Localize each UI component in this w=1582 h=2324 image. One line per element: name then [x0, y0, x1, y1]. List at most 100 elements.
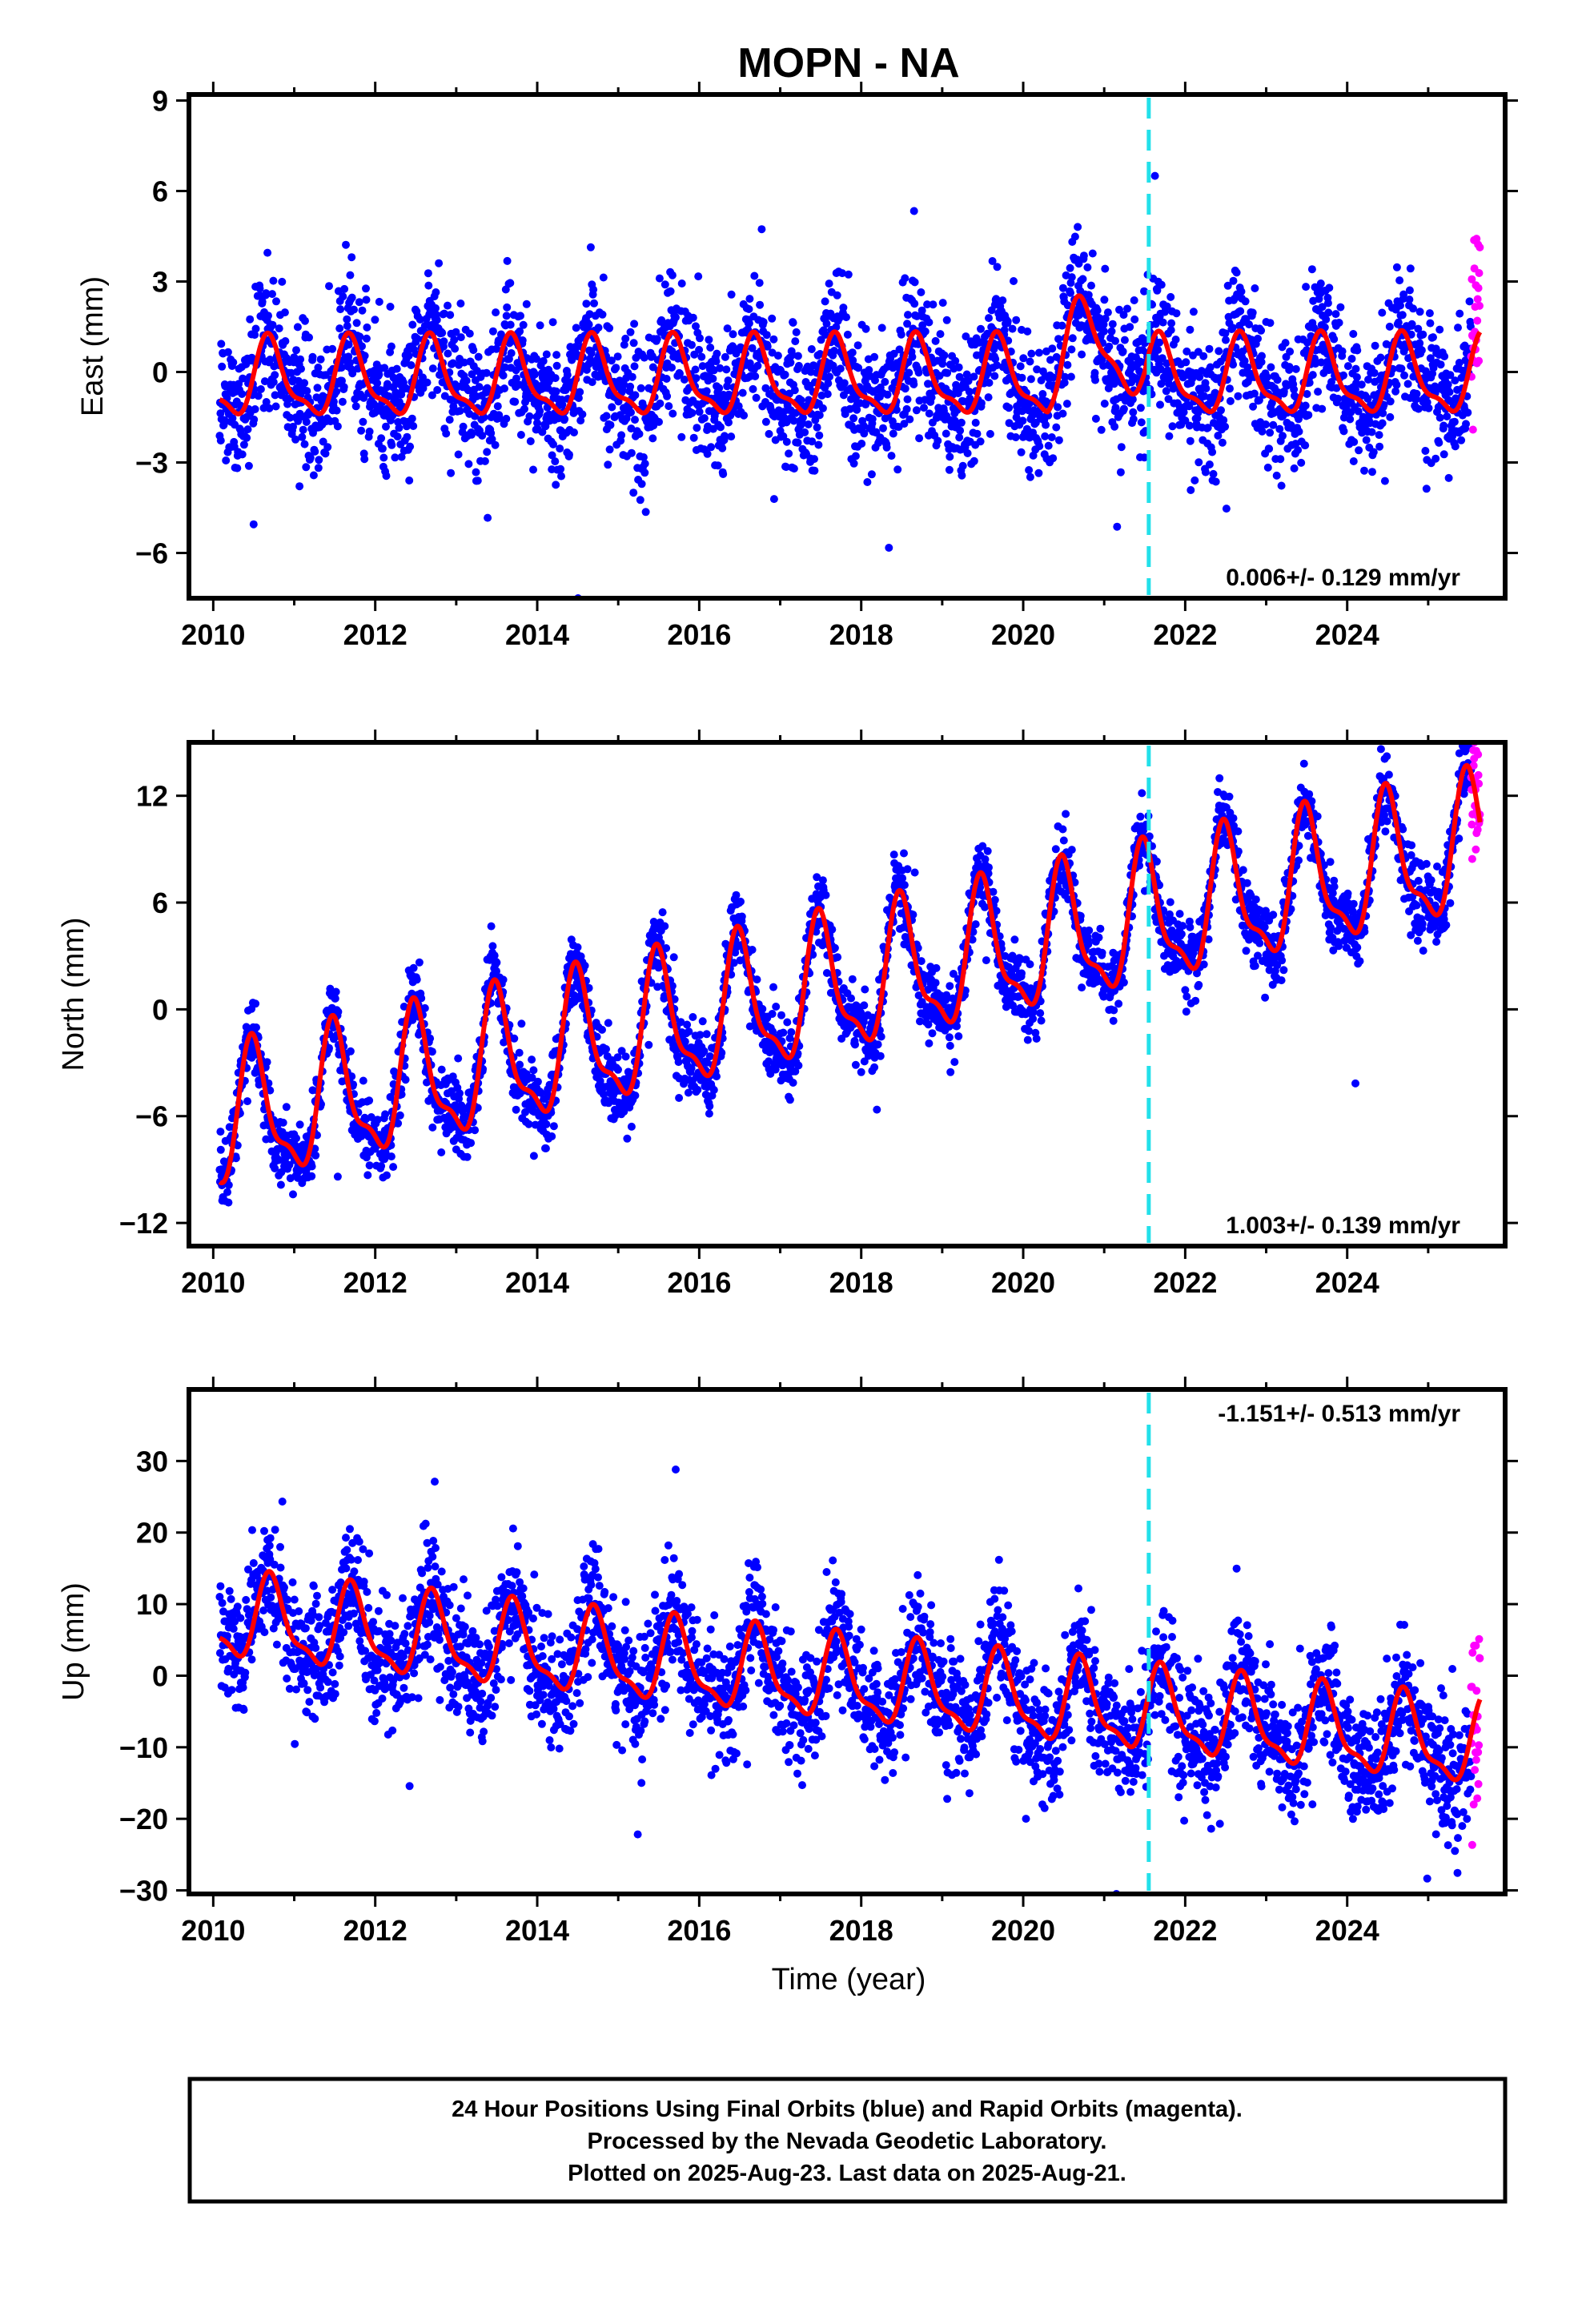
east-point — [1279, 432, 1287, 440]
east-point — [843, 330, 852, 339]
east-point — [818, 404, 827, 412]
east-point — [1008, 324, 1017, 333]
east-point — [613, 352, 622, 361]
north-point — [216, 1128, 225, 1136]
east-point — [464, 386, 472, 395]
east-point — [1236, 307, 1245, 316]
east-point — [870, 352, 879, 361]
north-point — [758, 1004, 767, 1013]
east-point — [1041, 432, 1050, 440]
north-point — [847, 994, 855, 1003]
east-point — [446, 396, 455, 404]
east-point — [970, 456, 978, 465]
east-point — [718, 444, 727, 452]
east-point — [1158, 318, 1167, 327]
east-point — [502, 312, 511, 320]
east-point — [1100, 296, 1109, 304]
east-x-tick-label: 2020 — [991, 618, 1055, 651]
east-point — [1222, 336, 1230, 344]
north-point — [900, 881, 909, 890]
east-point — [375, 370, 383, 379]
north-point — [365, 1161, 374, 1170]
east-point — [516, 312, 524, 320]
east-point — [1150, 171, 1159, 180]
north-point — [877, 1032, 885, 1041]
east-point — [677, 279, 686, 287]
east-point — [723, 324, 732, 333]
east-point — [769, 335, 778, 344]
east-point — [1267, 363, 1275, 372]
east-point — [1435, 325, 1444, 334]
east-point — [1017, 448, 1026, 456]
east-point — [1265, 444, 1274, 453]
north-point — [851, 1060, 860, 1069]
east-point — [946, 452, 954, 461]
east-point — [940, 351, 949, 360]
east-point — [702, 387, 711, 396]
east-point — [689, 313, 697, 322]
east-x-tick-label: 2018 — [829, 618, 893, 651]
east-point — [821, 297, 829, 306]
east-point — [387, 342, 396, 351]
east-point — [440, 337, 448, 346]
east-point — [868, 415, 877, 424]
east-x-tick-label: 2016 — [667, 618, 731, 651]
east-point — [715, 384, 724, 392]
east-point — [849, 414, 858, 423]
east-y-tick-label: −6 — [135, 537, 168, 570]
east-point — [942, 316, 951, 324]
east-point — [1335, 319, 1343, 327]
east-point — [393, 432, 402, 441]
east-point — [1130, 315, 1139, 324]
east-point — [1258, 427, 1267, 436]
east-point — [1218, 438, 1227, 447]
east-point — [1422, 485, 1431, 493]
east-point — [250, 415, 259, 424]
east-point — [433, 386, 442, 394]
east-point — [955, 433, 964, 442]
east-point — [762, 331, 771, 340]
east-point — [984, 393, 993, 402]
east-point — [688, 340, 696, 349]
east-point — [863, 478, 872, 486]
east-point — [576, 416, 585, 425]
east-point — [1228, 324, 1237, 332]
east-point — [901, 274, 909, 283]
east-point — [1026, 357, 1034, 366]
east-point — [892, 405, 901, 414]
east-point — [1415, 308, 1424, 316]
east-point — [471, 412, 480, 420]
east-point — [268, 320, 277, 329]
east-point — [1093, 306, 1102, 315]
east-point — [337, 364, 346, 372]
east-point — [655, 417, 663, 426]
east-point — [1290, 464, 1299, 472]
east-point — [365, 427, 374, 436]
east-point — [238, 390, 247, 398]
east-point — [693, 424, 701, 432]
east-point — [668, 271, 677, 279]
east-point — [656, 399, 665, 408]
east-point — [652, 335, 661, 344]
east-point — [909, 380, 918, 388]
east-point — [432, 316, 441, 324]
east-point — [860, 429, 869, 438]
east-point — [294, 416, 303, 425]
east-point — [339, 383, 348, 392]
east-point — [1222, 505, 1231, 513]
east-point — [548, 451, 556, 460]
east-point — [346, 359, 354, 367]
east-point — [639, 453, 648, 461]
east-point — [908, 352, 917, 361]
east-point — [1392, 263, 1401, 271]
east-point — [721, 432, 729, 440]
east-point — [275, 324, 283, 333]
east-point — [727, 290, 736, 299]
east-point — [247, 353, 256, 362]
east-point — [507, 349, 516, 357]
east-point — [329, 397, 338, 406]
east-point — [511, 397, 520, 406]
east-point — [958, 461, 967, 470]
east-point — [1419, 330, 1427, 339]
